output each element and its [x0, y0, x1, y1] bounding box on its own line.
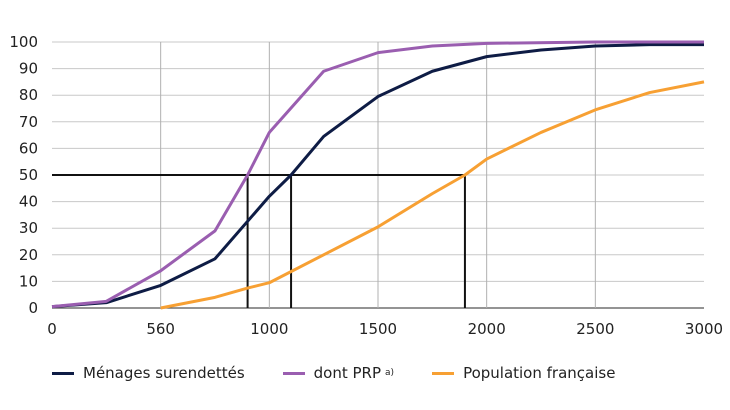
y-tick-label: 30: [19, 219, 38, 237]
series-lines: [51, 40, 705, 310]
series-line-1: [51, 40, 704, 309]
y-tick-label: 20: [19, 246, 38, 264]
legend-label: Ménages surendettés: [83, 364, 245, 382]
y-tick-label: 60: [19, 139, 38, 157]
legend: Ménages surendettés dont PRP a) Populati…: [52, 364, 653, 382]
legend-item-prp: dont PRP a): [282, 364, 395, 382]
legend-label: Population française: [463, 364, 616, 382]
legend-swatch: [282, 371, 305, 375]
y-tick-label: 0: [28, 299, 38, 317]
x-tick-label: 1000: [250, 320, 288, 338]
legend-item-population: Population française: [432, 364, 615, 382]
y-tick-label: 80: [19, 86, 38, 104]
y-tick-label: 10: [19, 272, 38, 290]
legend-item-menages: Ménages surendettés: [52, 364, 245, 382]
x-tick-label: 1500: [359, 320, 397, 338]
series-line-2: [160, 80, 705, 310]
legend-label: dont PRP: [313, 364, 382, 382]
median-reference-lines: [52, 174, 466, 308]
legend-swatch: [432, 371, 455, 375]
y-tick-label: 100: [9, 33, 38, 51]
y-tick-label: 50: [19, 166, 38, 184]
x-tick-label: 3000: [685, 320, 723, 338]
y-tick-label: 90: [19, 60, 38, 78]
y-tick-label: 40: [19, 193, 38, 211]
x-tick-label: 2000: [468, 320, 506, 338]
x-tick-label: 2500: [576, 320, 614, 338]
x-tick-label: 0: [47, 320, 57, 338]
y-tick-label: 70: [19, 113, 38, 131]
legend-swatch: [52, 371, 74, 375]
x-tick-label: 560: [146, 320, 175, 338]
legend-footnote-mark: a): [385, 368, 395, 378]
series-line-0: [51, 43, 704, 309]
